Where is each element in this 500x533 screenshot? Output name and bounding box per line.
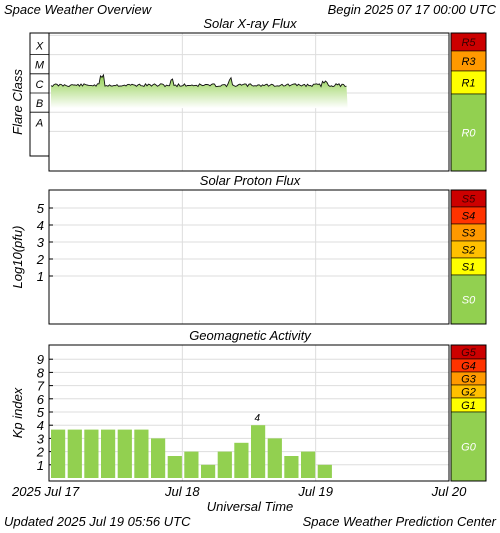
- kp-bar: [201, 464, 216, 478]
- kp-bar: [184, 451, 199, 478]
- kp-bar: [67, 429, 82, 478]
- kp-ytick-label-9: 9: [37, 352, 44, 367]
- proton-scale-label-s5: S5: [462, 194, 476, 206]
- kp-bar: [151, 438, 166, 478]
- kp-scale-label-g1: G1: [461, 400, 476, 412]
- proton-scale-label-s4: S4: [462, 211, 475, 223]
- kp-bar: [167, 456, 182, 478]
- kp-bar: [117, 429, 132, 478]
- xray-flux-area: [51, 74, 348, 109]
- page-title: Space Weather Overview: [4, 2, 152, 17]
- xray-scale-label-r1: R1: [461, 78, 475, 90]
- proton-ylabel: Log10(pfu): [10, 226, 25, 289]
- kp-ytick-label-4: 4: [37, 418, 44, 433]
- xray-class-label-b: B: [36, 98, 43, 110]
- proton-scale-frame: [450, 189, 487, 325]
- kp-bar: [134, 429, 149, 478]
- kp-ytick-label-1: 1: [37, 458, 44, 473]
- kp-ytick-label-6: 6: [37, 392, 45, 407]
- center-name: Space Weather Prediction Center: [302, 514, 496, 529]
- kp-bar: [267, 438, 282, 478]
- proton-plot-frame: [48, 189, 450, 325]
- begin-time: Begin 2025 07 17 00:00 UTC: [327, 2, 496, 17]
- kp-scale-label-g3: G3: [461, 374, 477, 386]
- proton-scale-label-s3: S3: [462, 228, 476, 240]
- proton-scale-label-s2: S2: [462, 245, 475, 257]
- kp-bar-annotation: 4: [255, 413, 261, 424]
- xray-scale-label-r0: R0: [461, 128, 476, 140]
- xray-scale-label-r5: R5: [461, 37, 476, 49]
- x-tick-label-3: Jul 20: [431, 484, 467, 499]
- kp-ytick-label-2: 2: [36, 445, 45, 460]
- kp-plot-frame: [48, 344, 450, 482]
- kp-bar: [301, 451, 316, 478]
- proton-plot-bg: [49, 190, 449, 324]
- proton-title: Solar Proton Flux: [200, 173, 301, 188]
- xray-plot-frame: [48, 32, 450, 172]
- kp-bar: [51, 429, 66, 478]
- kp-bar: [317, 464, 332, 478]
- proton-ytick-label-2: 2: [36, 252, 45, 267]
- proton-ytick-label-1: 1: [37, 269, 44, 284]
- kp-bar: [101, 429, 116, 478]
- kp-bar: [251, 425, 266, 478]
- xray-flux-line: [50, 73, 347, 88]
- xray-ylabel: Flare Class: [10, 69, 25, 135]
- kp-ytick-label-3: 3: [37, 431, 45, 446]
- updated-time: Updated 2025 Jul 19 05:56 UTC: [4, 514, 191, 529]
- kp-scale-label-g5: G5: [461, 347, 477, 359]
- xray-scale-label-r3: R3: [461, 56, 476, 68]
- x-axis-title: Universal Time: [207, 499, 294, 514]
- kp-bar: [284, 456, 299, 478]
- proton-ytick-label-5: 5: [37, 201, 45, 216]
- xray-class-label-x: X: [35, 41, 44, 53]
- kp-scale-label-g2: G2: [461, 387, 476, 399]
- kp-bar: [84, 429, 99, 478]
- proton-ytick-label-3: 3: [37, 235, 45, 250]
- kp-bar: [217, 451, 232, 478]
- proton-ytick-label-4: 4: [37, 218, 44, 233]
- xray-class-label-a: A: [35, 117, 43, 129]
- x-tick-label-2: Jul 19: [297, 484, 333, 499]
- kp-scale-label-g0: G0: [461, 442, 477, 454]
- xray-title: Solar X-ray Flux: [203, 16, 297, 31]
- kp-bar: [234, 442, 249, 478]
- kp-title: Geomagnetic Activity: [189, 328, 312, 343]
- kp-ytick-label-8: 8: [37, 365, 45, 380]
- xray-class-label-m: M: [35, 60, 45, 72]
- kp-scale-band: [450, 411, 487, 482]
- xray-scale-frame: [450, 32, 487, 172]
- proton-scale-label-s1: S1: [462, 262, 475, 274]
- x-tick-label-0: 2025 Jul 17: [11, 484, 80, 499]
- x-tick-label-1: Jul 18: [164, 484, 200, 499]
- kp-ylabel: Kp index: [10, 387, 25, 438]
- xray-class-label-c: C: [36, 79, 44, 91]
- kp-ytick-label-7: 7: [37, 379, 45, 394]
- kp-ytick-label-5: 5: [37, 405, 45, 420]
- kp-scale-frame: [450, 344, 487, 482]
- kp-scale-label-g4: G4: [461, 361, 476, 373]
- kp-plot-bg: [49, 345, 449, 481]
- proton-scale-label-s0: S0: [462, 295, 476, 307]
